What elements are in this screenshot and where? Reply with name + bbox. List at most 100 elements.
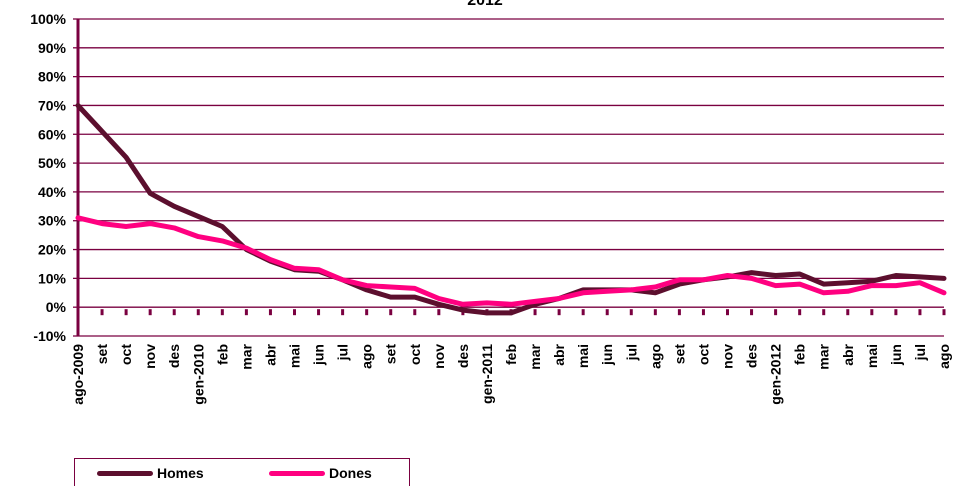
data-point-dones [726, 274, 729, 277]
data-point-homes [366, 289, 368, 291]
data-point-homes [173, 205, 175, 207]
data-point-dones [919, 282, 921, 284]
data-point-dones [221, 240, 223, 242]
data-point-dones [654, 286, 656, 288]
y-axis: 100% 90% 80% 70% 60% 50% 40% 30% 20% 10% 0% -10% [30, 11, 80, 344]
data-point-homes [101, 130, 103, 132]
data-point-homes [125, 156, 127, 158]
legend-item-dones: Dones [269, 464, 372, 482]
y-tick-label: 20% [38, 242, 67, 258]
data-point-dones [77, 217, 79, 219]
legend-label-homes: Homes [157, 465, 204, 481]
data-point-dones [462, 303, 464, 305]
data-point-dones [438, 297, 440, 300]
data-point-dones [871, 284, 873, 287]
y-tick-label: 60% [38, 126, 67, 142]
x-tick-label: oct [695, 344, 711, 365]
x-tick-label: nov [431, 344, 447, 369]
data-point-homes [943, 277, 945, 279]
data-point-homes [534, 303, 536, 305]
data-point-homes [149, 192, 151, 194]
data-point-dones [606, 290, 608, 292]
x-tick-label: abr [262, 343, 278, 365]
data-point-dones [895, 284, 897, 287]
x-tick-label: oct [118, 344, 134, 365]
data-point-dones [269, 259, 272, 261]
series-line-dones [75, 215, 947, 307]
x-tick-label: mar [527, 343, 543, 369]
data-point-homes [390, 296, 392, 298]
x-tick-label: set [671, 344, 687, 365]
x-tick-label: ago [359, 344, 375, 369]
y-tick-label: 80% [38, 69, 67, 85]
data-point-dones [799, 283, 801, 285]
x-tick-label: jun [311, 344, 327, 366]
data-point-homes [438, 303, 440, 305]
data-point-dones [101, 223, 103, 225]
x-tick-label: mai [575, 344, 591, 368]
data-point-dones [414, 287, 416, 290]
data-point-dones [702, 279, 705, 281]
data-point-homes [414, 296, 416, 298]
data-point-dones [245, 247, 247, 249]
x-tick-label: abr [551, 343, 567, 365]
x-axis: ago-2009 set oct nov des gen-2010 feb mar abr mai… [70, 309, 952, 405]
data-point-homes [847, 282, 849, 284]
data-point-dones [943, 292, 945, 294]
data-point-dones [582, 292, 584, 294]
x-tick-label: ago-2009 [70, 344, 86, 405]
series-lines [75, 103, 947, 316]
series-line-homes [75, 103, 947, 316]
x-tick-label: jul [335, 344, 351, 361]
x-tick-label: gen-2012 [768, 344, 784, 405]
legend-item-homes: Homes [97, 464, 204, 482]
x-tick-label: mai [287, 344, 303, 368]
data-point-dones [847, 290, 849, 292]
legend-swatch-homes [97, 470, 153, 476]
data-point-homes [582, 289, 584, 291]
y-tick-label: 100% [30, 11, 66, 27]
data-point-homes [462, 309, 464, 311]
data-point-dones [149, 223, 151, 225]
y-tick-label: 90% [38, 40, 67, 56]
data-point-dones [630, 289, 632, 291]
data-point-dones [678, 279, 680, 281]
data-point-dones [510, 303, 512, 305]
x-tick-label: nov [720, 344, 736, 369]
x-tick-label: set [383, 344, 399, 365]
data-point-homes [895, 274, 897, 277]
x-tick-label: des [744, 344, 760, 368]
legend-label-dones: Dones [329, 465, 372, 481]
y-tick-label: 30% [38, 213, 67, 229]
x-tick-label: gen-2010 [190, 344, 206, 405]
data-point-homes [510, 312, 512, 314]
data-point-dones [125, 225, 127, 228]
data-point-dones [342, 279, 344, 281]
y-tick-label: 40% [38, 184, 67, 200]
data-point-dones [750, 277, 753, 279]
x-tick-label: feb [214, 344, 230, 365]
y-tick-label: 0% [46, 299, 67, 315]
x-tick-label: ago [647, 344, 663, 369]
data-point-homes [823, 283, 825, 285]
data-point-homes [197, 215, 199, 218]
data-point-homes [750, 272, 753, 274]
data-point-dones [293, 267, 296, 269]
data-point-dones [317, 269, 320, 271]
legend: Homes Dones [74, 458, 410, 486]
x-tick-label: des [166, 344, 182, 368]
x-tick-label: gen-2011 [479, 344, 495, 404]
x-tick-label: oct [407, 344, 423, 365]
data-point-dones [366, 284, 368, 287]
y-tick-label: -10% [33, 328, 66, 344]
data-point-dones [823, 292, 825, 294]
x-tick-label: ago [936, 344, 952, 369]
x-tick-label: jun [888, 344, 904, 366]
x-tick-label: mai [864, 344, 880, 368]
data-point-homes [221, 225, 223, 228]
x-tick-label: jul [623, 344, 639, 361]
x-tick-label: feb [503, 344, 519, 365]
data-point-homes [77, 104, 79, 107]
data-point-dones [197, 235, 199, 238]
